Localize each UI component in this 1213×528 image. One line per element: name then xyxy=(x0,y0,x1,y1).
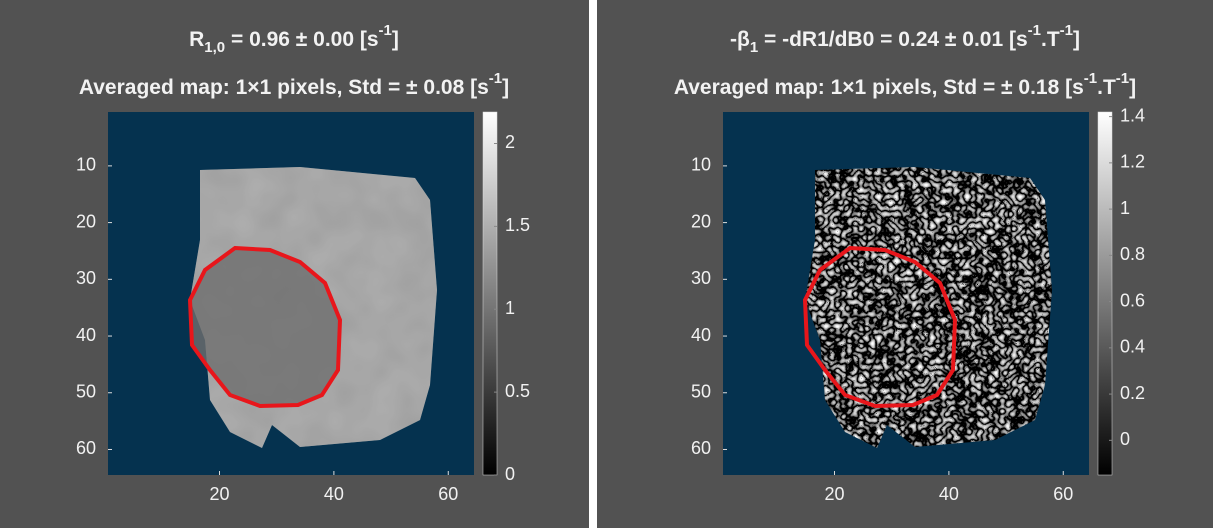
y-tick-label: 10 xyxy=(76,155,96,175)
title: R1,0 = 0.96 ± 0.00 [s-1] xyxy=(189,22,399,56)
title-part: 1,0 xyxy=(204,39,225,56)
y-tick-label: 40 xyxy=(76,325,96,345)
title-part: = -dR1/dB0 = 0.24 ± 0.01 [s xyxy=(758,28,1027,51)
colorbar-tick-label: 1 xyxy=(505,298,515,318)
title-part: .T xyxy=(1097,76,1116,99)
x-tick-label: 20 xyxy=(210,484,230,504)
y-tick-label: 10 xyxy=(691,155,711,175)
title-part: -β xyxy=(730,28,750,51)
x-tick-label: 40 xyxy=(939,484,959,504)
y-tick-label: 50 xyxy=(691,382,711,402)
title: -β1 = -dR1/dB0 = 0.24 ± 0.01 [s-1.T-1] xyxy=(730,22,1080,56)
x-tick-label: 60 xyxy=(1053,484,1073,504)
y-tick-label: 20 xyxy=(76,211,96,231)
title-part: -1 xyxy=(1116,70,1129,87)
colorbar-tick-label: 0.6 xyxy=(1120,290,1145,310)
y-tick-label: 30 xyxy=(691,268,711,288)
title-part: = 0.96 ± 0.00 [s xyxy=(225,28,378,51)
title-part: Averaged map: 1×1 pixels, Std = ± 0.08 [… xyxy=(79,76,489,99)
title-part: -1 xyxy=(1084,70,1097,87)
title-part: .T xyxy=(1041,28,1060,51)
title-part: -1 xyxy=(1060,22,1073,39)
colorbar xyxy=(1097,111,1113,476)
tissue-map xyxy=(805,167,1052,448)
y-tick-label: 60 xyxy=(691,438,711,458)
title-part: -1 xyxy=(379,22,392,39)
y-tick-label: 20 xyxy=(691,211,711,231)
colorbar-tick-label: 0.5 xyxy=(505,381,530,401)
colorbar-tick-label: 0.4 xyxy=(1120,337,1145,357)
title-part: -1 xyxy=(489,70,502,87)
colorbar-tick-label: 1.4 xyxy=(1120,105,1145,125)
roi-contour xyxy=(802,245,958,409)
image-left xyxy=(108,112,474,475)
colorbar-tick-label: 0 xyxy=(505,464,515,484)
colorbar-tick-label: 1.2 xyxy=(1120,152,1145,172)
title-part: ] xyxy=(1129,76,1136,99)
image-right xyxy=(723,112,1089,475)
title-part: -1 xyxy=(1028,22,1041,39)
title-part: ] xyxy=(502,76,509,99)
title-part: ] xyxy=(392,28,399,51)
x-tick-label: 20 xyxy=(825,484,845,504)
colorbar-tick-label: 0 xyxy=(1120,429,1130,449)
colorbar-tick-label: 0.2 xyxy=(1120,383,1145,403)
title-part: 1 xyxy=(750,39,758,56)
colorbar-tick-label: 1 xyxy=(1120,198,1130,218)
colorbar-tick-label: 2 xyxy=(505,132,515,152)
colorbar-tick-label: 0.8 xyxy=(1120,244,1145,264)
x-tick-label: 40 xyxy=(324,484,344,504)
roi-contour xyxy=(187,245,343,409)
title: Averaged map: 1×1 pixels, Std = ± 0.18 [… xyxy=(674,70,1136,98)
y-tick-label: 40 xyxy=(691,325,711,345)
x-tick-label: 60 xyxy=(438,484,458,504)
title-part: ] xyxy=(1073,28,1080,51)
colorbar-tick-label: 1.5 xyxy=(505,215,530,235)
colorbar xyxy=(482,111,498,476)
tumor-region xyxy=(190,248,340,406)
y-tick-label: 60 xyxy=(76,438,96,458)
title-part: Averaged map: 1×1 pixels, Std = ± 0.18 [… xyxy=(674,76,1084,99)
y-tick-label: 50 xyxy=(76,382,96,402)
y-tick-label: 30 xyxy=(76,268,96,288)
title: Averaged map: 1×1 pixels, Std = ± 0.08 [… xyxy=(79,70,509,98)
title-part: R xyxy=(189,28,204,51)
